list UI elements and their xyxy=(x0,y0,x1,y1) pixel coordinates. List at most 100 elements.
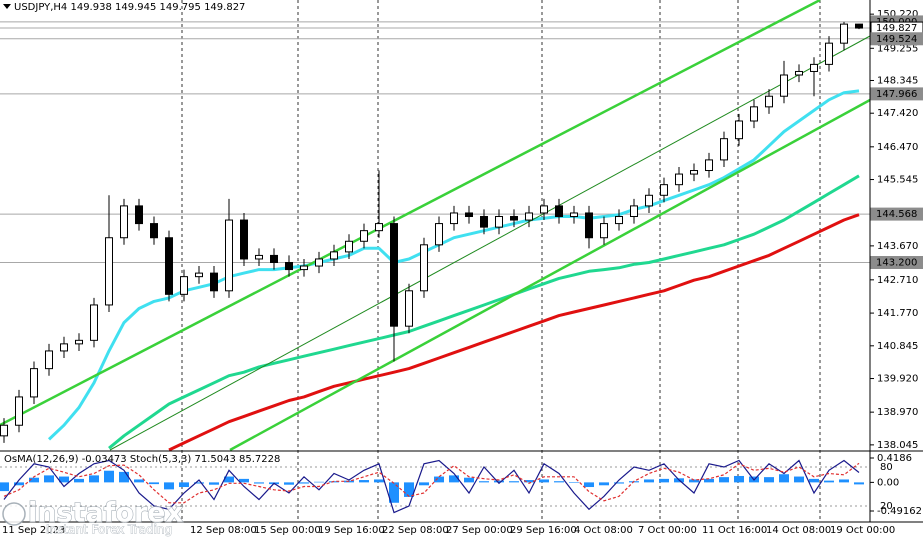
osma-bar xyxy=(149,482,159,485)
osma-bar xyxy=(689,479,699,483)
candle-body xyxy=(225,219,233,292)
indicator-title: OsMA(12,26,9) -0.03473 Stoch(5,3,3) 71.5… xyxy=(4,454,280,465)
osma-bar xyxy=(839,479,849,483)
candle-body xyxy=(255,254,263,260)
candles xyxy=(0,21,863,443)
osma-bar xyxy=(644,479,654,483)
x-tick-label: 7 Oct 00:00 xyxy=(638,525,697,536)
osma-bar xyxy=(314,481,324,483)
candle-body xyxy=(210,272,218,292)
osma-bar xyxy=(614,482,624,484)
osma-bar xyxy=(809,478,819,483)
osma-bar xyxy=(539,479,549,483)
candle-body xyxy=(375,223,383,232)
y-tick-label: 147.420 xyxy=(877,108,918,119)
osma-bar xyxy=(509,481,519,483)
osma-bar xyxy=(494,480,504,483)
x-tick-label: 19 Sep 16:00 xyxy=(318,525,385,536)
price-level-lines xyxy=(0,21,870,263)
osma-bar xyxy=(29,477,39,483)
candle-body xyxy=(720,138,728,161)
x-tick-label: 12 Sep 08:00 xyxy=(190,525,257,536)
osma-bar xyxy=(479,481,489,483)
candle-body xyxy=(300,265,308,271)
candle-body xyxy=(345,240,353,253)
osma-bar xyxy=(0,482,9,492)
osma-bar xyxy=(89,475,99,483)
candle-body xyxy=(420,244,428,292)
osma-bar xyxy=(179,482,189,488)
osma-bar xyxy=(164,482,174,490)
osma-bar xyxy=(599,482,609,486)
osma-bar xyxy=(134,479,144,483)
y-tick-label: 150.220 xyxy=(877,9,918,20)
price-level-box xyxy=(870,87,923,101)
candle-body xyxy=(825,42,833,65)
osma-bar xyxy=(194,482,204,484)
price-level-label: 143.200 xyxy=(876,258,917,269)
watermark: instaforex Instant Forex Trading xyxy=(2,497,184,537)
indicator-panel xyxy=(0,459,870,514)
price-level-box xyxy=(870,32,923,46)
chart-title: USDJPY,H4 149.938 149.945 149.795 149.82… xyxy=(14,2,245,13)
osma-bar xyxy=(794,476,804,483)
candle-body xyxy=(360,230,368,242)
osma-bar xyxy=(704,478,714,483)
y-tick-label: 146.470 xyxy=(877,142,918,153)
price-level-label: 149.827 xyxy=(876,23,917,34)
channel-middle xyxy=(109,35,871,451)
osma-bar xyxy=(254,482,264,484)
osma-bar xyxy=(719,477,729,483)
candle-body xyxy=(165,237,173,295)
osma-bar xyxy=(404,482,414,497)
x-tick-label: 29 Sep 16:00 xyxy=(510,525,577,536)
moving-average xyxy=(108,174,860,450)
channel-upper xyxy=(0,0,821,427)
x-tick-label: 11 Sep 2023 xyxy=(2,525,65,536)
candle-body xyxy=(90,304,98,341)
candle-body xyxy=(855,23,863,29)
candle-body xyxy=(120,205,128,239)
candle-body xyxy=(840,23,848,44)
x-tick-label: 22 Sep 08:00 xyxy=(382,525,449,536)
period-separators xyxy=(181,0,821,522)
watermark-brand: instaforex xyxy=(28,498,183,529)
price-level-label: 144.568 xyxy=(876,209,917,220)
y-tick-label: 0.00 xyxy=(877,477,899,488)
candle-body xyxy=(450,212,458,225)
candle-body xyxy=(405,290,413,327)
candle-body xyxy=(630,205,638,218)
osma-bar xyxy=(584,482,594,488)
candle-body xyxy=(645,194,653,207)
y-tick-label: 143.670 xyxy=(877,241,918,252)
candle-body xyxy=(495,216,503,228)
x-tick-label: 14 Oct 08:00 xyxy=(766,525,831,536)
osma-bar xyxy=(764,477,774,483)
candle-body xyxy=(780,74,788,97)
y2-tick-label: 80 xyxy=(880,462,893,473)
candle-body xyxy=(615,216,623,225)
osma-bar xyxy=(419,482,429,486)
stochastic-line xyxy=(3,459,860,514)
osma-bar xyxy=(374,479,384,483)
candle-body xyxy=(285,262,293,271)
candle-body xyxy=(525,212,533,221)
x-tick-label: 19 Oct 00:00 xyxy=(830,525,895,536)
x-tick-label: 11 Oct 16:00 xyxy=(702,525,767,536)
stochastic-line xyxy=(3,462,860,504)
candle-body xyxy=(180,276,188,295)
candle-body xyxy=(690,170,698,175)
watermark-tagline: Instant Forex Trading xyxy=(46,523,172,537)
osma-bar xyxy=(554,481,564,483)
x-tick-label: 27 Sep 00:00 xyxy=(446,525,513,536)
y-tick-label: 142.710 xyxy=(877,275,918,286)
y-tick-label: 138.970 xyxy=(877,407,918,418)
candle-body xyxy=(660,184,668,196)
candle-body xyxy=(30,368,38,398)
menu-arrow[interactable] xyxy=(3,4,11,9)
y-tick-label: 149.255 xyxy=(877,43,918,54)
candle-body xyxy=(480,216,488,228)
osma-bar xyxy=(824,480,834,483)
